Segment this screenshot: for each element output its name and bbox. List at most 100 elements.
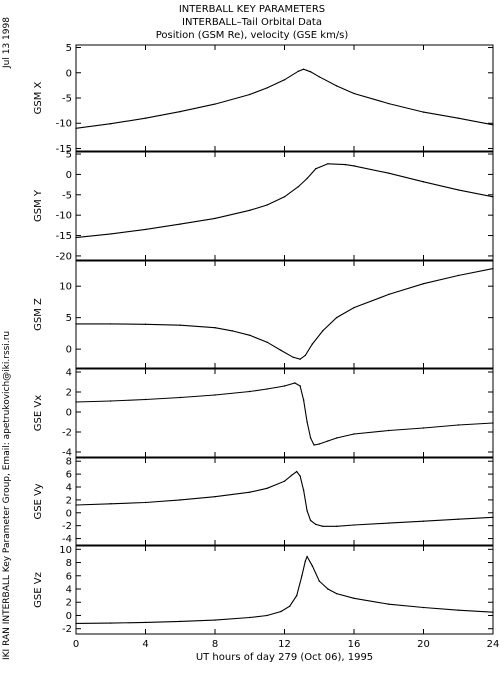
panel-1: 5 0 -5 -10 -15 GSM X (33, 43, 494, 155)
y-tick-label: 5 (66, 313, 72, 324)
data-point (457, 189, 459, 191)
data-point (75, 323, 77, 325)
panel-frame (75, 44, 494, 152)
y-tick-label: -4 (62, 448, 72, 459)
data-point (335, 525, 338, 528)
y-tick-label: -15 (56, 144, 72, 155)
data-point (306, 177, 308, 180)
panel-5: 8 6 42 0 -2 -4 GSE Vy (33, 457, 494, 546)
data-point (306, 555, 308, 558)
data-point (290, 474, 293, 477)
data-point (353, 597, 355, 599)
data-point (306, 421, 308, 423)
data-point (214, 217, 216, 220)
data-point (214, 619, 216, 621)
data-point (422, 282, 425, 285)
data-point (249, 209, 251, 211)
data-point (344, 163, 347, 166)
data-point (295, 594, 298, 597)
data-point (302, 489, 305, 491)
data-point (388, 102, 390, 105)
y-tick-label: 8 (66, 558, 72, 569)
data-point (388, 429, 390, 432)
data-point (266, 388, 268, 390)
data-point (295, 470, 298, 473)
data-point (249, 334, 251, 336)
y-tick-label: 10 (59, 282, 72, 293)
data-point (457, 274, 459, 277)
data-point (179, 324, 181, 326)
data-point (353, 524, 355, 526)
data-point (214, 394, 216, 396)
y-tick-label: -2 (62, 624, 72, 635)
data-point (457, 518, 459, 520)
data-point (304, 354, 307, 357)
panel-4: 4 2 0 -2 -4 GSE Vx (33, 368, 494, 459)
data-point (313, 444, 315, 446)
data-point (297, 185, 300, 188)
y-tick-label: 0 (66, 408, 72, 419)
data-point (457, 117, 459, 119)
data-point (249, 491, 251, 493)
y-tick-label: 5 (66, 43, 72, 54)
data-point (266, 204, 268, 206)
x-tick-label: 24 (487, 639, 500, 650)
data-point (75, 127, 77, 129)
data-point (179, 620, 181, 623)
x-tick-label: 8 (212, 639, 218, 650)
chart-subtitle: INTERBALL–Tail Orbital Data (182, 17, 322, 28)
y-axis-label: GSE Vz (33, 572, 44, 608)
data-point (283, 196, 286, 198)
data-point (311, 343, 313, 345)
data-point (335, 85, 338, 87)
y-tick-label: -10 (56, 211, 72, 222)
data-point (292, 356, 294, 358)
data-point (249, 616, 251, 619)
data-point (144, 501, 147, 504)
data-point (318, 443, 320, 445)
panel-2: 5 0 -5 -10 -15 -20 GSM Y (33, 150, 494, 262)
data-point (110, 123, 112, 125)
data-point (214, 327, 216, 329)
y-tick-label: 4 (66, 483, 72, 494)
data-point (492, 422, 494, 424)
y-tick-label: 2 (66, 495, 72, 506)
data-point (179, 396, 181, 399)
data-point (353, 306, 355, 309)
x-tick-label: 16 (348, 639, 361, 650)
y-axis-label: GSE Vy (33, 483, 44, 519)
data-point (289, 605, 291, 607)
data-point (297, 70, 300, 72)
y-tick-label: -2 (62, 521, 72, 532)
data-point (302, 399, 305, 401)
y-tick-label: -15 (56, 231, 72, 242)
data-point (144, 228, 147, 231)
series-line (75, 163, 494, 239)
y-axis-label: GSE Vx (33, 395, 44, 431)
data-point (318, 580, 320, 582)
data-point (388, 172, 390, 174)
data-point (306, 510, 308, 512)
series-line (75, 382, 494, 446)
data-point (327, 440, 329, 442)
data-point (144, 621, 147, 624)
data-point (388, 522, 390, 524)
y-tick-label: 0 (66, 345, 72, 356)
data-point (422, 606, 425, 609)
data-point (110, 323, 112, 325)
data-point (179, 110, 181, 113)
y-tick-label: 5 (66, 150, 72, 161)
y-tick-label: 8 (66, 457, 72, 468)
panel-frame (75, 151, 494, 261)
data-point (179, 499, 181, 501)
data-point (110, 233, 112, 235)
data-point (318, 76, 320, 78)
data-point (327, 163, 329, 165)
data-point (266, 341, 268, 343)
data-point (266, 614, 268, 617)
data-point (294, 382, 296, 384)
data-point (144, 323, 147, 325)
y-tick-label: 10 (59, 545, 72, 556)
data-point (315, 168, 317, 170)
